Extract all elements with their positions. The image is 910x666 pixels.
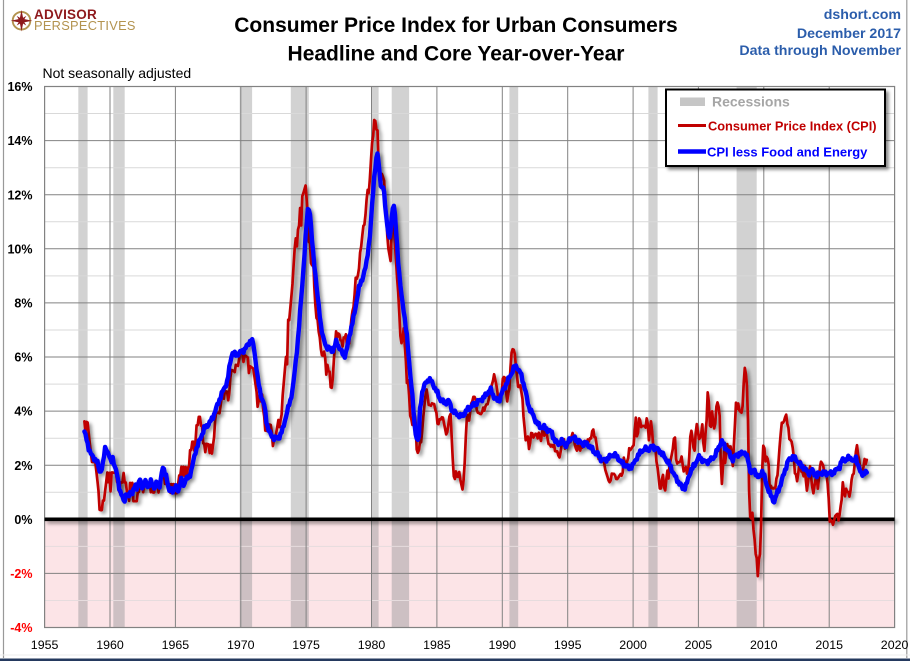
svg-text:12%: 12% (7, 188, 32, 202)
svg-text:CPI less Food and Energy: CPI less Food and Energy (707, 145, 868, 160)
svg-text:2%: 2% (14, 459, 32, 473)
svg-text:Consumer Price Index for Urban: Consumer Price Index for Urban Consumers (234, 14, 677, 37)
svg-text:Data through November: Data through November (739, 43, 901, 59)
svg-text:-2%: -2% (10, 567, 32, 581)
svg-text:14%: 14% (7, 134, 32, 148)
svg-text:December 2017: December 2017 (797, 26, 901, 42)
svg-text:PERSPECTIVES: PERSPECTIVES (34, 18, 136, 33)
svg-text:10%: 10% (7, 242, 32, 256)
svg-text:1985: 1985 (423, 638, 451, 652)
svg-text:1995: 1995 (554, 638, 582, 652)
svg-text:1990: 1990 (489, 638, 517, 652)
svg-text:2015: 2015 (815, 638, 843, 652)
svg-text:1975: 1975 (292, 638, 320, 652)
svg-text:Not seasonally adjusted: Not seasonally adjusted (43, 65, 192, 81)
svg-text:1980: 1980 (358, 638, 386, 652)
svg-text:2005: 2005 (685, 638, 713, 652)
svg-text:0%: 0% (14, 513, 32, 527)
svg-text:4%: 4% (14, 405, 32, 419)
svg-text:-4%: -4% (10, 621, 32, 635)
svg-text:ADVISOR: ADVISOR (34, 7, 97, 22)
svg-text:2000: 2000 (619, 638, 647, 652)
svg-text:Headline and Core Year-over-Ye: Headline and Core Year-over-Year (288, 43, 625, 66)
svg-text:1970: 1970 (227, 638, 255, 652)
svg-text:Consumer Price Index (CPI): Consumer Price Index (CPI) (708, 119, 877, 134)
svg-text:1955: 1955 (31, 638, 59, 652)
svg-text:6%: 6% (14, 351, 32, 365)
svg-text:dshort.com: dshort.com (824, 7, 901, 23)
svg-text:1960: 1960 (96, 638, 124, 652)
svg-text:2020: 2020 (881, 638, 909, 652)
svg-text:1965: 1965 (162, 638, 190, 652)
svg-text:Recessions: Recessions (712, 94, 790, 110)
svg-text:8%: 8% (14, 297, 32, 311)
svg-text:2010: 2010 (750, 638, 778, 652)
svg-text:16%: 16% (7, 80, 32, 94)
